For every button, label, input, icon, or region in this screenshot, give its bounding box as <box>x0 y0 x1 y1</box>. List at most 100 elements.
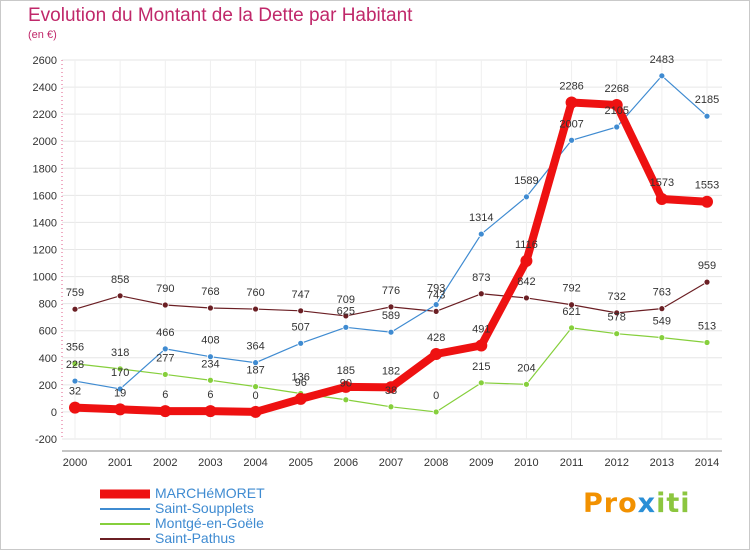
y-tick-label: 2600 <box>33 55 57 67</box>
chart-unit: (en €) <box>28 29 57 41</box>
y-tick-label: 600 <box>39 326 57 338</box>
axis-layer: -200020040060080010001200140016001800200… <box>33 55 722 469</box>
data-point <box>116 385 124 393</box>
legend-swatch <box>100 522 150 525</box>
data-point <box>69 401 81 414</box>
data-point <box>297 339 305 347</box>
data-point <box>159 405 172 418</box>
data-label: 759 <box>66 287 84 299</box>
data-point <box>658 305 666 313</box>
data-label: 19 <box>114 387 126 399</box>
data-label: 1573 <box>650 177 674 189</box>
x-tick-label: 2008 <box>424 457 448 469</box>
data-point <box>207 376 214 384</box>
legend-swatch <box>100 507 150 510</box>
data-point <box>387 303 395 311</box>
data-label: 204 <box>517 362 535 374</box>
data-point <box>249 405 262 418</box>
chart-title: Evolution du Montant de la Dette par Hab… <box>28 5 413 26</box>
data-point <box>252 383 259 391</box>
data-label: 1314 <box>469 212 493 224</box>
data-point <box>161 371 169 378</box>
data-point <box>116 365 124 373</box>
x-tick-label: 2002 <box>153 457 177 469</box>
y-tick-label: 2400 <box>33 82 57 94</box>
data-label: 32 <box>69 386 81 398</box>
data-label: 589 <box>382 310 400 322</box>
data-label-layer: 32 19 6 6 0 96 185 182 428 491 1116 2286 2268 1573 155… <box>66 54 719 402</box>
legend-swatch <box>100 537 150 540</box>
data-point <box>520 254 533 267</box>
data-label: 2105 <box>604 105 628 117</box>
data-point <box>613 309 621 317</box>
y-tick-label: 0 <box>51 407 57 419</box>
data-label: 793 <box>427 283 445 295</box>
data-point <box>252 305 259 313</box>
data-point <box>523 294 530 302</box>
data-label: 90 <box>340 378 352 390</box>
data-point <box>297 307 305 315</box>
x-tick-label: 2013 <box>650 457 674 469</box>
data-point <box>701 195 713 208</box>
x-tick-label: 2006 <box>334 457 358 469</box>
data-point <box>610 98 623 111</box>
x-tick-label: 2007 <box>379 457 403 469</box>
data-label: 873 <box>472 272 490 284</box>
data-label: 549 <box>653 316 671 328</box>
data-point <box>252 359 259 367</box>
data-point <box>385 381 397 394</box>
data-point <box>342 312 350 320</box>
data-label: 408 <box>201 335 219 347</box>
data-label: 6 <box>207 389 213 401</box>
data-label: 364 <box>246 341 264 353</box>
data-point <box>114 403 127 416</box>
data-point <box>613 330 621 338</box>
legend: MARCHéMORET Saint-Soupplets Montgé-en-Goël… <box>100 486 265 546</box>
data-label: 513 <box>698 320 716 332</box>
data-point <box>655 193 668 206</box>
data-label: 763 <box>653 287 671 299</box>
data-label: 625 <box>337 305 355 317</box>
x-tick-label: 2001 <box>108 457 132 469</box>
data-label: 215 <box>472 361 490 373</box>
y-tick-label: 200 <box>39 380 57 392</box>
x-tick-label: 2011 <box>560 457 584 469</box>
legend-item: Montgé-en-Goële <box>100 516 265 531</box>
legend-item: MARCHéMORET <box>100 486 265 501</box>
data-label: 790 <box>156 283 174 295</box>
y-tick-label: 400 <box>39 353 57 365</box>
series-layer <box>69 72 713 418</box>
data-point <box>658 72 666 80</box>
data-label: 356 <box>66 342 84 354</box>
legend-item: Saint-Soupplets <box>100 501 265 516</box>
data-label: 842 <box>517 276 535 288</box>
data-label: 6 <box>162 389 168 401</box>
data-point <box>161 301 169 309</box>
x-tick-label: 2010 <box>514 457 538 469</box>
data-point <box>339 380 352 393</box>
data-point <box>703 112 711 120</box>
y-tick-label: 1400 <box>33 217 57 229</box>
x-tick-label: 2009 <box>469 457 493 469</box>
data-point <box>432 301 440 308</box>
x-tick-label: 2012 <box>604 457 628 469</box>
data-point <box>207 353 214 361</box>
data-label: 2286 <box>559 81 583 93</box>
data-point <box>342 323 350 331</box>
data-point <box>658 334 666 342</box>
data-point <box>342 396 350 404</box>
data-point <box>161 345 169 353</box>
data-point <box>432 307 440 315</box>
data-label: 182 <box>382 365 400 377</box>
legend-label: Saint-Pathus <box>155 530 236 546</box>
data-label: 709 <box>337 294 355 306</box>
data-point <box>387 403 395 411</box>
data-label: 170 <box>111 367 129 379</box>
data-point <box>568 301 575 309</box>
data-label: 578 <box>608 312 626 324</box>
y-tick-label: 1600 <box>33 190 57 202</box>
data-point <box>204 405 217 418</box>
data-label: 1116 <box>515 239 538 251</box>
data-label: 959 <box>698 260 716 272</box>
data-label: 234 <box>201 358 219 370</box>
